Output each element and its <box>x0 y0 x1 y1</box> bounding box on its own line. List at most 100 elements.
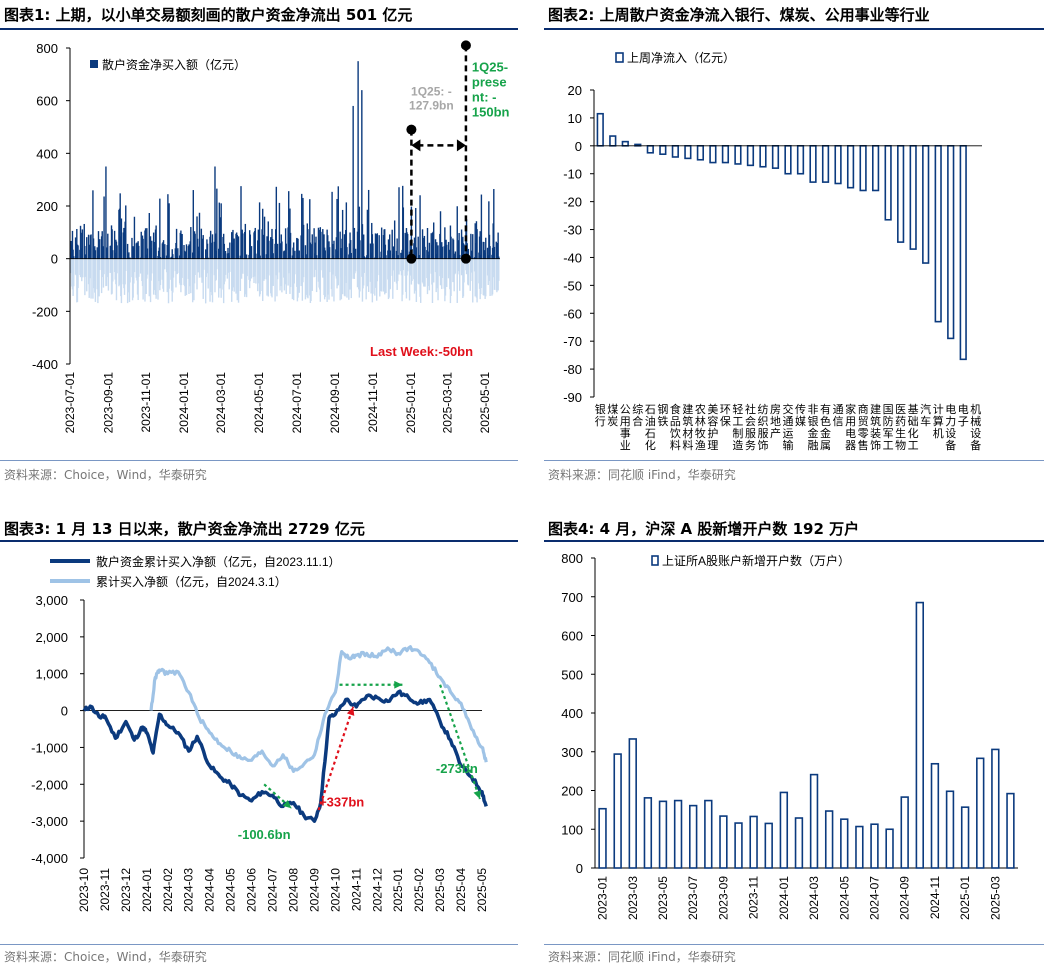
bar-positive <box>433 222 435 259</box>
bar-negative <box>274 258 276 302</box>
bar <box>930 762 940 869</box>
x-category-label: 品 <box>670 415 681 428</box>
bar-negative <box>413 258 416 294</box>
bar <box>884 145 892 221</box>
bar-positive <box>94 250 97 259</box>
x-category-label: 属 <box>820 439 831 452</box>
bar-negative <box>372 258 374 294</box>
bar-negative <box>346 258 348 298</box>
x-category-label: 通 <box>833 403 844 416</box>
bar-negative <box>124 258 126 285</box>
bar-positive <box>229 242 231 259</box>
x-category-label: 础 <box>908 415 919 428</box>
bar <box>947 145 955 340</box>
x-tick-label: 2025-01 <box>958 876 972 920</box>
x-category-label: 基 <box>908 403 919 416</box>
x-category-label: 美 <box>707 403 718 416</box>
bar-negative <box>218 258 220 298</box>
x-tick-label: 2024-03-01 <box>214 372 228 434</box>
annotation-label: -273bn <box>436 761 478 776</box>
bar-positive <box>315 255 318 259</box>
bar-positive <box>391 229 393 259</box>
x-tick-label: 2024-04 <box>203 868 217 912</box>
bar-positive <box>428 242 431 259</box>
bar-positive <box>268 240 270 259</box>
x-tick-label: 2024-11-01 <box>366 372 380 433</box>
bar-positive <box>367 189 370 259</box>
bar-positive <box>185 244 188 259</box>
series-line <box>82 689 488 823</box>
bar-negative <box>370 258 372 294</box>
y-tick-label: 400 <box>561 706 583 721</box>
bar-negative <box>350 258 352 299</box>
bar-positive <box>105 166 107 259</box>
bar-positive <box>249 234 252 259</box>
bar-negative <box>220 258 222 298</box>
bar <box>859 145 867 192</box>
bar-positive <box>485 237 487 259</box>
bar-positive <box>172 254 174 259</box>
y-tick-label: 2,000 <box>35 630 68 645</box>
bar-positive <box>285 243 287 259</box>
legend-label: 累计买入净额（亿元，自2024.3.1） <box>96 574 287 589</box>
bar-positive <box>323 234 325 259</box>
x-category-label: 产 <box>770 426 781 440</box>
bar-positive <box>480 194 483 259</box>
bar-positive <box>406 234 409 259</box>
y-tick-label: 400 <box>36 146 58 161</box>
bar-negative <box>315 258 318 293</box>
bar-negative <box>151 258 153 274</box>
bar-negative <box>115 258 118 301</box>
x-category-label: 材 <box>682 426 693 440</box>
x-category-label: 化 <box>645 438 656 452</box>
bar-positive <box>144 228 147 259</box>
bar-positive <box>128 252 130 259</box>
x-category-label: 装 <box>870 427 881 440</box>
bar-positive <box>223 243 225 259</box>
bar-negative <box>98 258 100 297</box>
x-category-label: 煤 <box>607 403 618 416</box>
bar-negative <box>493 258 496 290</box>
bar-positive <box>305 254 307 259</box>
bar-negative <box>319 258 322 302</box>
bar-negative <box>224 258 227 275</box>
bar-positive <box>393 220 396 259</box>
bar-negative <box>311 258 313 291</box>
bar <box>779 791 789 869</box>
bar-negative <box>164 258 166 270</box>
x-category-label: 务 <box>745 439 756 452</box>
y-tick-label: -80 <box>563 362 582 377</box>
bar-positive <box>346 247 348 259</box>
bar-negative <box>259 258 261 295</box>
bar-positive <box>84 245 86 259</box>
bar-positive <box>113 230 116 259</box>
bar-negative <box>196 258 198 290</box>
x-tick-label: 2025-01 <box>391 868 405 912</box>
bar-negative <box>310 258 312 301</box>
bar-negative <box>433 258 435 283</box>
x-category-label: 护 <box>707 426 718 440</box>
bar-positive <box>192 190 194 259</box>
bar-positive <box>120 218 123 259</box>
bar <box>915 601 925 869</box>
bar <box>846 145 855 189</box>
x-category-label: 地 <box>770 415 781 428</box>
bar-positive <box>97 231 100 259</box>
bar-negative <box>194 258 196 276</box>
bar-negative <box>190 258 192 294</box>
x-category-label: 石 <box>645 428 656 440</box>
x-category-label: 商 <box>858 402 869 416</box>
bar-negative <box>285 258 287 295</box>
bar-positive <box>196 216 198 259</box>
y-tick-label: 0 <box>575 139 582 154</box>
bar-negative <box>320 258 322 271</box>
bar-positive <box>103 196 105 259</box>
bar-negative <box>228 258 230 290</box>
x-tick-label: 2025-03-01 <box>440 372 454 434</box>
x-tick-label: 2025-03 <box>433 868 447 912</box>
y-tick-label: -400 <box>32 357 58 372</box>
bar-positive <box>415 208 417 259</box>
bar-positive <box>354 248 357 259</box>
bar-positive <box>155 225 157 259</box>
x-category-label: 力 <box>945 415 956 428</box>
